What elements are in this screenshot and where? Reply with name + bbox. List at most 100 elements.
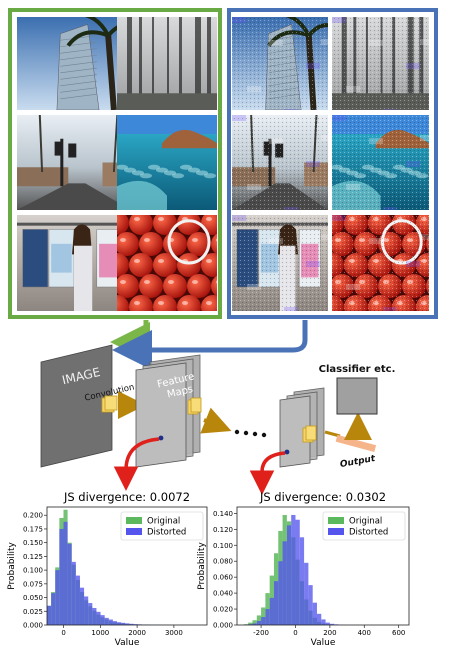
hist1-ytick: 0.025: [23, 608, 43, 616]
hist2-xlabel: Value: [311, 638, 336, 648]
hist2-xtick: 200: [323, 629, 336, 637]
hist1-legend-label: Original: [147, 517, 180, 527]
hist2-bar: [278, 561, 282, 625]
hist2-ytick: 0.120: [213, 526, 233, 534]
sample-point-2: [285, 450, 290, 455]
hist1-bar: [113, 621, 117, 625]
hist1-xtick: 2000: [128, 629, 146, 637]
hist1-legend-label: Distorted: [147, 528, 186, 538]
hist1-bar: [92, 608, 96, 625]
hist1-ytick: 0.000: [23, 622, 43, 630]
thumb-skyscraper-palm-distorted: [232, 14, 339, 115]
hist2-xtick: 400: [358, 629, 371, 637]
hist2-bar: [308, 585, 312, 625]
hist2-ytick: 0.040: [213, 590, 233, 598]
cnn-diagram: IMAGE Convolution Feature Maps: [41, 320, 395, 488]
hist1-ylabel: Probability: [7, 542, 17, 590]
hist1-bar: [96, 612, 100, 625]
hist1-xtick: 3000: [165, 629, 183, 637]
hist1-ytick: 0.150: [23, 539, 43, 547]
thumb-clothing-store-distorted: [232, 215, 335, 313]
histogram-deep: JS divergence: 0.0302 -200 0 200 400 600 0.000…: [197, 490, 409, 648]
hist2-bar: [300, 537, 304, 625]
hist2-title: JS divergence: 0.0302: [259, 490, 386, 504]
ellipsis-dot-2: [244, 431, 248, 435]
hist2-legend-label: Distorted: [349, 528, 388, 538]
thumb-traffic-street-distorted: [232, 115, 335, 213]
output-bar: [336, 435, 376, 452]
hist2-bar: [270, 598, 274, 625]
hist1-bar: [55, 570, 59, 625]
hist2-ytick: 0.080: [213, 558, 233, 566]
histogram-shallow: JS divergence: 0.0072 0 1000 2000 3000 0.000 0…: [7, 490, 207, 648]
hist2-bar: [265, 609, 269, 625]
hist1-xtick: 1000: [91, 629, 109, 637]
hist2-legend-swatch: [328, 517, 344, 524]
hist1-bar: [101, 615, 105, 625]
hist1-bar: [88, 603, 92, 625]
ellipsis-dot-4: [262, 433, 266, 437]
classifier-label: Classifier etc.: [319, 364, 396, 375]
sample-point-1: [159, 436, 164, 441]
hist1-bar: [72, 562, 76, 625]
hist2-ytick: 0.100: [213, 542, 233, 550]
thumb-traffic-street-original: [17, 115, 131, 210]
classifier-box: [337, 378, 377, 414]
hist2-bar: [317, 614, 321, 625]
hist1-bar: [117, 622, 121, 625]
hist1-bar: [105, 618, 109, 625]
hist1-title: JS divergence: 0.0072: [63, 490, 190, 504]
hist2-bar: [304, 563, 308, 625]
feature-arrow: [204, 420, 224, 428]
deep-feature-maps-stack: [280, 388, 324, 467]
hist2-xtick: -200: [253, 629, 269, 637]
thumb-foggy-forest-distorted: [332, 17, 434, 115]
hist1-xtick: 0: [61, 629, 65, 637]
image-plane: [41, 345, 112, 467]
thumb-sea-rocks-original: [116, 115, 217, 210]
hist2-bar: [295, 520, 299, 625]
output-label: Output: [339, 454, 376, 470]
original-to-image-arrow: [120, 320, 146, 342]
deep-kernel: [303, 426, 316, 442]
distorted-to-image-arrow: [122, 320, 305, 350]
hist2-bar: [283, 541, 287, 625]
thumb-clothing-store-original: [17, 215, 131, 311]
hist2-bar: [291, 515, 295, 625]
thumb-foggy-forest-original: [117, 17, 217, 110]
hist2-bar: [261, 617, 265, 625]
hist1-bar: [84, 596, 88, 625]
hist2-xtick: 600: [392, 629, 405, 637]
hist1-bar: [51, 593, 55, 625]
hist1-bar: [76, 576, 80, 625]
hist2-ytick: 0.140: [213, 510, 233, 518]
hist1-bar: [47, 606, 51, 625]
hist2-ylabel: Probability: [197, 542, 207, 590]
thumb-sea-rocks-distorted: [331, 115, 434, 213]
hist1-bar: [80, 588, 84, 625]
hist2-bar: [313, 603, 317, 625]
hist2-bar: [274, 581, 278, 625]
thumb-red-apples-original: [105, 211, 235, 319]
hist1-legend-swatch: [126, 517, 142, 524]
hist1-ytick: 0.200: [23, 512, 43, 520]
hist2-xtick: 0: [293, 629, 297, 637]
hist1-bar: [109, 620, 113, 625]
hist2-ytick: 0.060: [213, 574, 233, 582]
hist1-bar: [63, 522, 67, 625]
hist2-bar: [287, 525, 291, 625]
thumb-red-apples-distorted: [320, 211, 450, 319]
hist2-legend-swatch: [328, 528, 344, 535]
hist2-ytick: 0.000: [213, 622, 233, 630]
hist2-bar: [321, 619, 325, 625]
ellipsis-dot-1: [235, 430, 239, 434]
hist1-bar: [59, 529, 63, 625]
hist2-bar: [257, 621, 261, 625]
hist1-ytick: 0.100: [23, 567, 43, 575]
hist1-ytick: 0.175: [23, 525, 43, 533]
hist1-bar: [68, 544, 72, 625]
hist1-xlabel: Value: [115, 638, 140, 648]
hist1-ytick: 0.075: [23, 580, 43, 588]
hist1-ytick: 0.125: [23, 553, 43, 561]
